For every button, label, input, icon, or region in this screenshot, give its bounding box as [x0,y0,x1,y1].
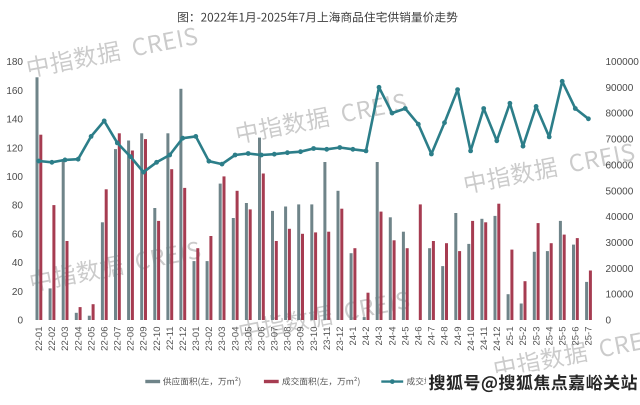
svg-text:50000: 50000 [606,186,634,197]
svg-text:20: 20 [12,287,24,298]
svg-text:140: 140 [6,115,23,126]
svg-text:24-1: 24-1 [348,327,359,346]
svg-text:23-10: 23-10 [309,327,320,351]
svg-text:23-06: 23-06 [257,327,268,351]
svg-text:22-12: 22-12 [178,327,189,351]
svg-text:60000: 60000 [606,160,634,171]
svg-text:0: 0 [17,316,23,327]
svg-text:22-11: 22-11 [165,327,176,351]
svg-text:25-3: 25-3 [531,327,542,346]
svg-text:25-7: 25-7 [584,327,595,346]
svg-text:22-06: 22-06 [99,327,110,351]
svg-text:80: 80 [12,201,24,212]
svg-text:60: 60 [12,229,24,240]
svg-text:24-3: 24-3 [374,327,385,346]
svg-text:40000: 40000 [606,212,634,223]
svg-text:22-03: 22-03 [60,327,71,351]
svg-text:24-7: 24-7 [427,327,438,346]
svg-text:23-12: 23-12 [335,327,346,351]
svg-text:160: 160 [6,86,23,97]
svg-text:25-4: 25-4 [544,327,555,346]
svg-text:100: 100 [6,172,23,183]
svg-text:120: 120 [6,143,23,154]
svg-text:23-09: 23-09 [296,327,307,351]
svg-text:25-6: 25-6 [571,327,582,346]
svg-text:24-5: 24-5 [400,327,411,346]
svg-text:22-08: 22-08 [126,327,137,351]
svg-text:25-1: 25-1 [505,327,516,346]
svg-text:23-07: 23-07 [270,327,281,351]
svg-text:22-09: 22-09 [139,327,150,351]
svg-text:24-6: 24-6 [414,327,425,346]
svg-text:90000: 90000 [606,83,634,94]
svg-text:100000: 100000 [606,57,640,68]
svg-text:180: 180 [6,57,23,68]
svg-text:22-02: 22-02 [47,327,58,351]
svg-text:23-01: 23-01 [191,327,202,351]
svg-text:23-03: 23-03 [217,327,228,351]
svg-text:22-10: 22-10 [152,327,163,351]
svg-text:25-2: 25-2 [518,327,529,346]
svg-text:24-11: 24-11 [479,327,490,351]
svg-text:24-2: 24-2 [361,327,372,346]
svg-text:22-07: 22-07 [113,327,124,351]
svg-text:10000: 10000 [606,290,634,301]
svg-text:24-12: 24-12 [492,327,503,351]
svg-text:24-9: 24-9 [453,327,464,346]
svg-text:40: 40 [12,258,24,269]
svg-text:23-02: 23-02 [204,327,215,351]
svg-text:24-8: 24-8 [440,327,451,346]
svg-text:25-5: 25-5 [557,327,568,346]
svg-text:30000: 30000 [606,238,634,249]
svg-text:22-04: 22-04 [73,327,84,351]
svg-text:23-04: 23-04 [230,327,241,351]
svg-text:0: 0 [606,316,612,327]
svg-text:23-05: 23-05 [243,327,254,351]
svg-text:22-05: 22-05 [86,327,97,351]
svg-text:24-4: 24-4 [387,327,398,346]
svg-text:20000: 20000 [606,264,634,275]
svg-text:24-10: 24-10 [466,327,477,351]
svg-text:22-01: 22-01 [34,327,45,351]
svg-text:80000: 80000 [606,109,634,120]
svg-text:23-11: 23-11 [322,327,333,351]
svg-text:70000: 70000 [606,135,634,146]
svg-text:23-08: 23-08 [283,327,294,351]
